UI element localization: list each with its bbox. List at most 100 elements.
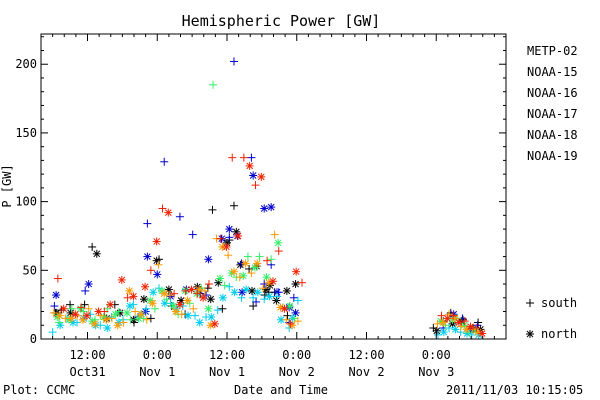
data-point-north <box>282 286 291 295</box>
data-point-north <box>116 308 125 317</box>
data-point-north <box>152 256 161 265</box>
data-point-south <box>189 304 198 313</box>
data-point-south <box>229 57 238 66</box>
x-tick-label-date: Nov 1 <box>139 365 175 379</box>
data-point-north <box>195 318 204 327</box>
data-point-south <box>175 212 184 221</box>
data-point-south <box>245 264 254 273</box>
data-point-south <box>460 317 469 326</box>
plot-frame <box>40 33 507 340</box>
data-point-south <box>274 247 283 256</box>
data-point-south <box>158 204 167 213</box>
data-point-north <box>272 296 281 305</box>
data-point-south <box>146 266 155 275</box>
legend-entry: NOAA-19 <box>527 149 578 163</box>
data-point-south <box>126 315 135 324</box>
data-point-north <box>245 161 254 170</box>
data-point-south <box>88 242 97 251</box>
data-point-north <box>207 313 216 322</box>
data-point-north <box>171 307 180 316</box>
data-point-south <box>282 315 291 324</box>
legend-marker-north <box>526 330 534 338</box>
data-point-south <box>143 219 152 228</box>
data-point-north <box>280 304 289 313</box>
data-point-south <box>239 153 248 162</box>
data-point-south <box>235 273 244 282</box>
data-point-north <box>55 311 64 320</box>
x-tick-label-time: 12:00 <box>348 348 384 362</box>
data-point-north <box>76 304 85 313</box>
data-point-north <box>210 319 219 328</box>
data-point-north <box>216 274 225 283</box>
data-point-north <box>268 277 277 286</box>
data-point-north <box>71 310 80 319</box>
data-point-south <box>243 252 252 261</box>
data-point-north <box>136 310 145 319</box>
data-point-north <box>230 288 239 297</box>
data-point-north <box>143 252 152 261</box>
data-point-south <box>55 318 64 327</box>
x-tick-label-time: 0:00 <box>143 348 172 362</box>
x-tick-label-date: Nov 2 <box>279 365 315 379</box>
data-point-north <box>206 321 215 330</box>
data-point-north <box>59 304 68 313</box>
x-tick-label-time: 0:00 <box>422 348 451 362</box>
data-point-south <box>84 304 93 313</box>
legend-entry: NOAA-16 <box>527 86 578 100</box>
data-point-south <box>50 302 59 311</box>
legend-marker-label: north <box>541 327 577 341</box>
data-point-south <box>249 293 258 302</box>
data-point-north <box>238 288 247 297</box>
data-point-north <box>149 288 158 297</box>
data-point-north <box>253 288 262 297</box>
x-tick-label-time: 12:00 <box>209 348 245 362</box>
data-point-south <box>204 280 213 289</box>
data-point-south <box>272 292 281 301</box>
data-point-north <box>153 270 162 279</box>
data-point-north <box>204 304 213 313</box>
data-point-north <box>102 315 111 324</box>
chart-title: Hemispheric Power [GW] <box>182 12 381 30</box>
data-point-north <box>222 242 231 251</box>
y-tick-label: 0 <box>30 332 37 346</box>
data-point-south <box>67 304 76 313</box>
data-point-north <box>292 267 301 276</box>
data-point-south <box>472 324 481 333</box>
data-point-north <box>439 328 448 337</box>
data-point-north <box>125 302 134 311</box>
data-point-north <box>218 293 227 302</box>
data-point-north <box>478 329 487 338</box>
data-point-south <box>247 269 256 278</box>
data-point-south <box>213 306 222 315</box>
data-point-north <box>249 171 258 180</box>
data-point-south <box>181 286 190 295</box>
data-point-north <box>175 300 184 309</box>
data-points <box>48 57 487 339</box>
data-point-north <box>462 325 471 334</box>
data-point-south <box>146 314 155 323</box>
data-point-south <box>200 286 209 295</box>
data-point-north <box>129 292 138 301</box>
data-point-south <box>209 80 218 89</box>
data-point-north <box>160 299 169 308</box>
data-point-south <box>154 260 163 269</box>
data-point-north <box>94 307 103 316</box>
plot-credit: Plot: CCMC <box>3 383 75 397</box>
y-tick-label: 50 <box>23 263 37 277</box>
data-point-south <box>289 293 298 302</box>
data-point-south <box>160 157 169 166</box>
x-tick-label-date: Nov 3 <box>418 365 454 379</box>
data-point-north <box>241 259 250 268</box>
data-point-north <box>148 299 157 308</box>
data-point-south <box>142 315 151 324</box>
data-point-north <box>225 225 234 234</box>
data-point-south <box>293 317 302 326</box>
data-point-north <box>187 285 196 294</box>
data-point-north <box>111 310 120 319</box>
data-point-north <box>139 295 148 304</box>
data-point-north <box>265 292 274 301</box>
data-point-north <box>454 318 463 327</box>
data-point-north <box>92 249 101 258</box>
data-point-north <box>234 231 243 240</box>
